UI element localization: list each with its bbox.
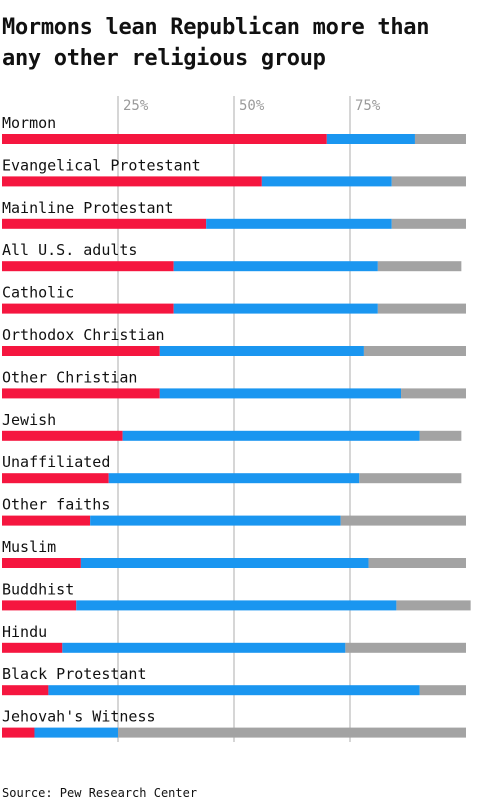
bar-segment-democrat: [261, 176, 392, 187]
bar-segment-none: [363, 346, 466, 356]
x-tick-label: 50%: [239, 98, 265, 114]
bar-segment-none: [359, 473, 462, 484]
category-label: Black Protestant: [2, 665, 147, 683]
bar-segment-none: [396, 600, 471, 611]
category-label: Other Christian: [2, 368, 137, 386]
bar-segment-none: [377, 303, 466, 314]
category-label: Mormon: [2, 114, 56, 132]
bar-segment-democrat: [108, 473, 360, 484]
bar-segment-none: [340, 515, 466, 526]
bar-segment-none: [401, 388, 466, 399]
bar-segment-democrat: [173, 303, 378, 314]
bar-segment-republican: [2, 515, 91, 526]
bar-segment-none: [368, 558, 466, 568]
bar-segment-none: [414, 134, 466, 144]
bar-segment-democrat: [34, 727, 119, 738]
bar-segment-none: [118, 727, 466, 738]
category-label: Muslim: [2, 538, 56, 556]
bar-segment-democrat: [80, 558, 369, 568]
bar-segment-republican: [2, 261, 174, 272]
category-label: Buddhist: [2, 580, 74, 598]
bar-segment-democrat: [206, 218, 392, 229]
bar-segment-democrat: [62, 642, 346, 653]
category-label: Evangelical Protestant: [2, 156, 201, 174]
chart-title: Mormons lean Republican more than any ot…: [2, 15, 430, 71]
bars: [2, 134, 471, 738]
bar-segment-republican: [2, 642, 63, 653]
bar-segment-republican: [2, 430, 123, 441]
bar-segment-republican: [2, 218, 207, 229]
bar-segment-democrat: [159, 388, 402, 399]
category-label: Mainline Protestant: [2, 199, 174, 217]
bar-segment-republican: [2, 727, 35, 738]
source-note: Source: Pew Research Center: [2, 786, 198, 800]
bar-segment-republican: [2, 685, 49, 696]
bar-segment-republican: [2, 600, 77, 611]
bar-segment-none: [419, 430, 462, 441]
row-labels: Mormon Evangelical Protestant Mainline Pro…: [2, 114, 201, 726]
gridlines: 25% 50% 75%: [117, 96, 381, 742]
category-label: Other faiths: [2, 496, 110, 514]
category-label: Jewish: [2, 411, 56, 429]
bar-segment-democrat: [76, 600, 397, 611]
category-label: Hindu: [2, 623, 47, 641]
bar-segment-republican: [2, 176, 262, 187]
category-label: Catholic: [2, 284, 74, 302]
bar-segment-republican: [2, 134, 327, 144]
category-label: All U.S. adults: [2, 241, 137, 259]
bar-segment-republican: [2, 558, 81, 568]
bar-segment-democrat: [159, 346, 364, 356]
bar-segment-republican: [2, 303, 174, 314]
bar-segment-republican: [2, 346, 160, 356]
bar-segment-republican: [2, 473, 109, 484]
x-tick-label: 75%: [355, 98, 381, 114]
bar-segment-none: [377, 261, 462, 272]
bar-segment-democrat: [326, 134, 415, 144]
bar-segment-none: [391, 176, 466, 187]
x-tick-label: 25%: [123, 98, 149, 114]
bar-segment-democrat: [48, 685, 420, 696]
bar-segment-none: [391, 218, 466, 229]
category-label: Unaffiliated: [2, 453, 110, 471]
category-label: Orthodox Christian: [2, 326, 165, 344]
bar-segment-none: [345, 642, 466, 653]
bar-segment-democrat: [173, 261, 378, 272]
bar-segment-democrat: [122, 430, 420, 441]
category-label: Jehovah's Witness: [2, 708, 156, 726]
bar-segment-democrat: [90, 515, 341, 526]
bar-segment-none: [419, 685, 466, 696]
bar-segment-republican: [2, 388, 160, 399]
